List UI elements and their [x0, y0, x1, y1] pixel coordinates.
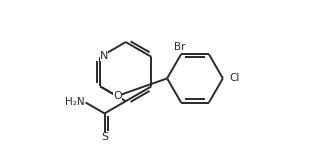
Text: Br: Br [174, 42, 185, 52]
Text: O: O [113, 91, 122, 101]
Text: Cl: Cl [229, 73, 240, 83]
Text: S: S [101, 132, 108, 142]
Text: N: N [100, 51, 108, 61]
Text: H₂N: H₂N [65, 98, 85, 107]
